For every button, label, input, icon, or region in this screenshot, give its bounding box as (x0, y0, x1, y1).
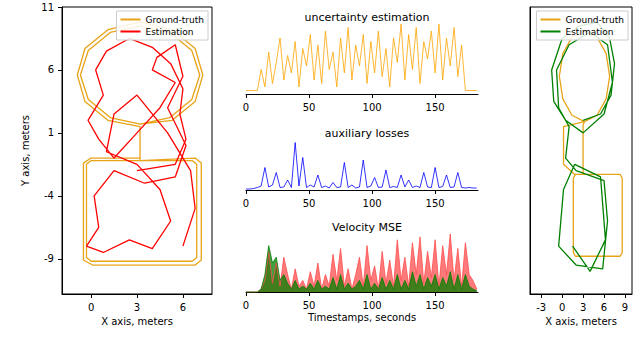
svg-text:9: 9 (622, 302, 628, 313)
svg-text:150: 150 (426, 198, 445, 209)
svg-text:X axis, meters: X axis, meters (545, 316, 617, 327)
svg-text:150: 150 (426, 102, 445, 113)
svg-text:0: 0 (243, 300, 249, 311)
svg-text:0: 0 (88, 302, 94, 313)
svg-text:-9: -9 (44, 253, 54, 264)
svg-text:Estimation: Estimation (145, 27, 193, 37)
svg-text:Velocity MSE: Velocity MSE (332, 221, 402, 234)
svg-text:0: 0 (243, 102, 249, 113)
svg-text:50: 50 (303, 300, 316, 311)
svg-text:Y axis, meters: Y axis, meters (20, 115, 31, 187)
svg-text:6: 6 (180, 302, 186, 313)
svg-text:Estimation: Estimation (565, 27, 613, 37)
svg-text:3: 3 (580, 302, 586, 313)
svg-text:0: 0 (559, 302, 565, 313)
svg-text:Ground-truth: Ground-truth (565, 15, 624, 25)
svg-text:50: 50 (303, 102, 316, 113)
svg-text:11: 11 (41, 2, 54, 13)
svg-text:150: 150 (426, 300, 445, 311)
svg-text:-3: -3 (536, 302, 546, 313)
svg-text:uncertainty estimation: uncertainty estimation (304, 11, 429, 24)
svg-text:100: 100 (363, 300, 382, 311)
svg-text:0: 0 (243, 198, 249, 209)
svg-text:-4: -4 (44, 190, 54, 201)
svg-text:100: 100 (363, 102, 382, 113)
svg-text:100: 100 (363, 198, 382, 209)
svg-text:6: 6 (601, 302, 607, 313)
svg-text:3: 3 (134, 302, 140, 313)
svg-text:6: 6 (48, 64, 54, 75)
svg-text:X axis, meters: X axis, meters (101, 316, 173, 327)
svg-text:50: 50 (303, 198, 316, 209)
svg-text:1: 1 (48, 127, 54, 138)
svg-text:Ground-truth: Ground-truth (145, 15, 204, 25)
svg-text:Timestamps, seconds: Timestamps, seconds (307, 312, 416, 323)
svg-text:auxiliary losses: auxiliary losses (325, 127, 410, 140)
